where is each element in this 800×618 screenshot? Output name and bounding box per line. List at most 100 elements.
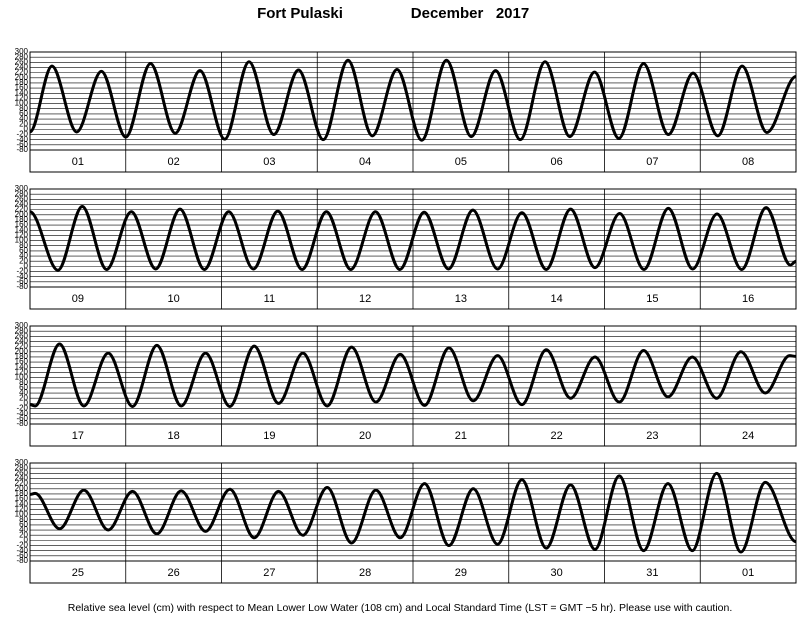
y-tick-label: 220 <box>15 68 29 77</box>
day-label: 04 <box>359 156 371 168</box>
day-label: 19 <box>263 430 275 442</box>
y-tick-label: 60 <box>19 383 28 392</box>
y-tick-label: 300 <box>15 458 29 467</box>
y-tick-label: -40 <box>16 135 28 144</box>
day-label: 14 <box>551 293 563 305</box>
y-tick-label: 280 <box>15 326 29 335</box>
y-tick-label: 80 <box>19 378 28 387</box>
day-label: 01 <box>742 567 754 579</box>
y-tick-label: 120 <box>15 94 29 103</box>
y-tick-label: 200 <box>15 210 29 219</box>
y-tick-label: 280 <box>15 189 29 198</box>
y-tick-label: 20 <box>19 256 28 265</box>
y-tick-label: 20 <box>19 119 28 128</box>
y-tick-label: -60 <box>16 414 28 423</box>
y-tick-label: 300 <box>15 184 29 193</box>
day-label: 05 <box>455 156 467 168</box>
day-label: 18 <box>168 430 180 442</box>
y-tick-label: 140 <box>15 88 29 97</box>
y-tick-label: -40 <box>16 546 28 555</box>
y-tick-label: 60 <box>19 246 28 255</box>
y-tick-label: 180 <box>15 352 29 361</box>
footer-note: Relative sea level (cm) with respect to … <box>68 602 733 614</box>
y-tick-label: 140 <box>15 499 29 508</box>
y-tick-label: 40 <box>19 251 28 260</box>
y-tick-label: 60 <box>19 520 28 529</box>
day-label: 22 <box>551 430 563 442</box>
day-label: 21 <box>455 430 467 442</box>
y-tick-label: -20 <box>16 130 28 139</box>
y-tick-label: 240 <box>15 474 29 483</box>
day-label: 27 <box>263 567 275 579</box>
y-tick-label: -80 <box>16 556 28 565</box>
day-label: 17 <box>72 430 84 442</box>
day-label: 02 <box>168 156 180 168</box>
y-tick-label: 160 <box>15 494 29 503</box>
day-label: 28 <box>359 567 371 579</box>
y-tick-label: 200 <box>15 73 29 82</box>
y-tick-label: 0 <box>24 124 29 133</box>
y-tick-label: 100 <box>15 99 29 108</box>
y-tick-label: 120 <box>15 231 29 240</box>
y-tick-label: 60 <box>19 109 28 118</box>
y-tick-label: 180 <box>15 215 29 224</box>
day-label: 20 <box>359 430 371 442</box>
y-tick-label: -80 <box>16 145 28 154</box>
day-label: 30 <box>551 567 563 579</box>
day-label: 10 <box>168 293 180 305</box>
y-tick-label: -80 <box>16 282 28 291</box>
y-tick-label: -40 <box>16 409 28 418</box>
tide-curve <box>29 205 797 272</box>
y-tick-label: 220 <box>15 342 29 351</box>
y-tick-label: -60 <box>16 551 28 560</box>
y-tick-label: 260 <box>15 468 29 477</box>
y-tick-label: 0 <box>24 535 29 544</box>
y-tick-label: 160 <box>15 220 29 229</box>
y-tick-label: 180 <box>15 489 29 498</box>
day-label: 11 <box>264 293 275 305</box>
y-tick-label: 100 <box>15 510 29 519</box>
y-tick-label: -60 <box>16 140 28 149</box>
tide-curve <box>29 471 797 554</box>
y-tick-label: -20 <box>16 404 28 413</box>
y-tick-label: 40 <box>19 525 28 534</box>
day-label: 23 <box>646 430 658 442</box>
day-label: 03 <box>263 156 275 168</box>
y-tick-label: 160 <box>15 357 29 366</box>
y-tick-label: 80 <box>19 515 28 524</box>
y-tick-label: 280 <box>15 463 29 472</box>
day-label: 08 <box>742 156 754 168</box>
y-tick-label: 20 <box>19 530 28 539</box>
tide-curve <box>28 58 797 142</box>
y-tick-label: 40 <box>19 114 28 123</box>
y-tick-label: 140 <box>15 362 29 371</box>
y-tick-label: 0 <box>24 398 29 407</box>
y-tick-label: 140 <box>15 225 29 234</box>
day-label: 25 <box>72 567 84 579</box>
day-label: 29 <box>455 567 467 579</box>
y-tick-label: 160 <box>15 83 29 92</box>
y-tick-label: -80 <box>16 419 28 428</box>
y-tick-label: 180 <box>15 78 29 87</box>
y-tick-label: -20 <box>16 267 28 276</box>
y-tick-label: 240 <box>15 200 29 209</box>
y-tick-label: 200 <box>15 347 29 356</box>
day-label: 26 <box>168 567 180 579</box>
month-title: December 2017 <box>411 5 529 22</box>
y-tick-label: 240 <box>15 337 29 346</box>
day-label: 09 <box>72 293 84 305</box>
y-tick-label: 220 <box>15 205 29 214</box>
y-tick-label: 80 <box>19 241 28 250</box>
y-tick-label: -60 <box>16 277 28 286</box>
y-tick-label: 20 <box>19 393 28 402</box>
station-title: Fort Pulaski <box>257 5 343 22</box>
day-label: 06 <box>551 156 563 168</box>
y-tick-label: 300 <box>15 47 29 56</box>
y-tick-label: 260 <box>15 57 29 66</box>
tide-curve <box>29 342 797 408</box>
day-label: 16 <box>742 293 754 305</box>
day-label: 12 <box>359 293 371 305</box>
y-tick-label: 100 <box>15 373 29 382</box>
y-tick-label: 240 <box>15 63 29 72</box>
